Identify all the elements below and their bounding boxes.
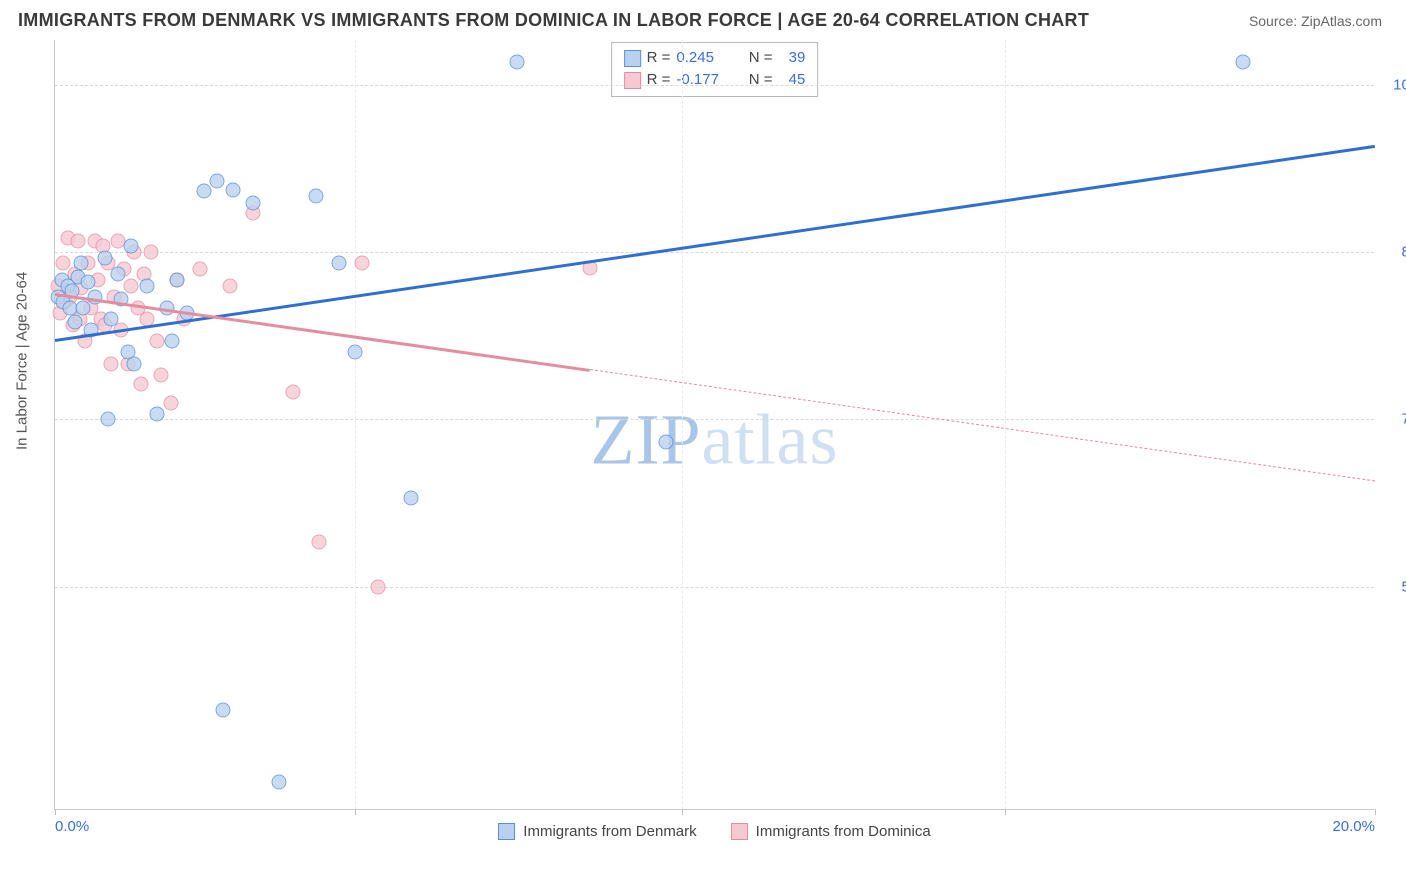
y-tick-label: 55.0%: [1384, 578, 1406, 595]
r-value-denmark: 0.245: [676, 47, 728, 69]
x-tick-label: 20.0%: [1332, 818, 1375, 835]
x-tick-mark: [55, 809, 56, 815]
r-label: R =: [647, 47, 671, 69]
data-point-denmark: [75, 300, 90, 315]
data-point-denmark: [196, 183, 211, 198]
legend-item-denmark: Immigrants from Denmark: [498, 823, 696, 840]
data-point-dominica: [104, 356, 119, 371]
data-point-denmark: [123, 239, 138, 254]
gridline-vertical: [682, 40, 683, 809]
data-point-denmark: [209, 173, 224, 188]
data-point-dominica: [312, 535, 327, 550]
data-point-denmark: [510, 55, 525, 70]
gridline-vertical: [1005, 40, 1006, 809]
data-point-denmark: [348, 345, 363, 360]
y-tick-label: 70.0%: [1384, 411, 1406, 428]
gridline-vertical: [355, 40, 356, 809]
legend-label-dominica: Immigrants from Dominica: [756, 823, 931, 840]
data-point-denmark: [331, 256, 346, 271]
gridline-horizontal: [55, 85, 1374, 86]
n-value-denmark: 39: [789, 47, 806, 69]
data-point-denmark: [74, 256, 89, 271]
data-point-dominica: [222, 278, 237, 293]
data-point-dominica: [71, 233, 86, 248]
data-point-dominica: [123, 278, 138, 293]
x-tick-label: 0.0%: [55, 818, 89, 835]
stats-row-denmark: R =0.245 N = 39: [624, 47, 806, 69]
gridline-horizontal: [55, 419, 1374, 420]
data-point-dominica: [371, 579, 386, 594]
n-label: N =: [749, 47, 773, 69]
legend-label-denmark: Immigrants from Denmark: [523, 823, 696, 840]
trendline-denmark: [55, 145, 1375, 342]
watermark: ZIPatlas: [591, 398, 839, 481]
data-point-denmark: [67, 315, 82, 330]
data-point-dominica: [354, 256, 369, 271]
data-point-denmark: [404, 490, 419, 505]
legend-swatch-dominica: [731, 823, 748, 840]
data-point-dominica: [285, 384, 300, 399]
plot-area: ZIPatlas R =0.245 N = 39R =-0.177 N = 45…: [54, 40, 1374, 810]
x-tick-mark: [355, 809, 356, 815]
source-label: Source: ZipAtlas.com: [1249, 13, 1382, 29]
watermark-part2: atlas: [702, 399, 839, 479]
data-point-denmark: [127, 356, 142, 371]
r-value-dominica: -0.177: [676, 69, 728, 91]
x-tick-mark: [682, 809, 683, 815]
data-point-denmark: [140, 278, 155, 293]
data-point-denmark: [81, 275, 96, 290]
data-point-dominica: [150, 334, 165, 349]
legend-item-dominica: Immigrants from Dominica: [731, 823, 931, 840]
stats-legend-box: R =0.245 N = 39R =-0.177 N = 45: [611, 42, 819, 97]
data-point-denmark: [104, 311, 119, 326]
data-point-denmark: [308, 189, 323, 204]
legend-swatch-denmark: [498, 823, 515, 840]
data-point-denmark: [246, 195, 261, 210]
data-point-denmark: [216, 702, 231, 717]
y-axis-label: In Labor Force | Age 20-64: [14, 272, 31, 450]
legend-swatch-denmark: [624, 50, 641, 67]
gridline-horizontal: [55, 587, 1374, 588]
data-point-denmark: [170, 272, 185, 287]
n-value-dominica: 45: [789, 69, 806, 91]
data-point-denmark: [97, 250, 112, 265]
gridline-horizontal: [55, 252, 1374, 253]
data-point-denmark: [165, 334, 180, 349]
data-point-dominica: [153, 367, 168, 382]
data-point-dominica: [133, 376, 148, 391]
y-tick-label: 85.0%: [1384, 244, 1406, 261]
x-tick-mark: [1375, 809, 1376, 815]
legend-swatch-dominica: [624, 72, 641, 89]
data-point-denmark: [272, 775, 287, 790]
data-point-denmark: [658, 434, 673, 449]
data-point-dominica: [193, 261, 208, 276]
n-label: N =: [749, 69, 773, 91]
chart-container: In Labor Force | Age 20-64 ZIPatlas R =0…: [18, 40, 1388, 860]
data-point-dominica: [143, 245, 158, 260]
data-point-dominica: [163, 395, 178, 410]
data-point-denmark: [150, 406, 165, 421]
data-point-denmark: [110, 267, 125, 282]
chart-title: IMMIGRANTS FROM DENMARK VS IMMIGRANTS FR…: [18, 10, 1089, 31]
trendline-dominica: [590, 369, 1376, 482]
bottom-legend: Immigrants from Denmark Immigrants from D…: [55, 823, 1374, 840]
data-point-denmark: [226, 182, 241, 197]
data-point-denmark: [1236, 55, 1251, 70]
watermark-part1: ZIP: [591, 399, 702, 479]
x-tick-mark: [1005, 809, 1006, 815]
y-tick-label: 100.0%: [1384, 76, 1406, 93]
stats-row-dominica: R =-0.177 N = 45: [624, 69, 806, 91]
data-point-denmark: [100, 412, 115, 427]
r-label: R =: [647, 69, 671, 91]
